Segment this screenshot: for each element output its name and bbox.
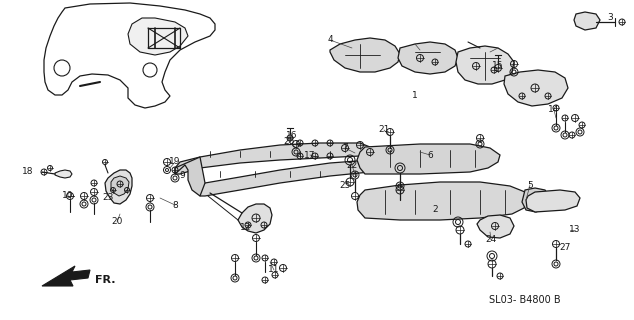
Polygon shape [456,46,514,84]
Text: 26: 26 [283,138,295,147]
Polygon shape [238,204,272,233]
Text: SL03- B4800 B: SL03- B4800 B [489,295,561,305]
Polygon shape [574,12,600,30]
Text: 10: 10 [62,191,74,201]
Text: 3: 3 [607,13,613,22]
Text: FR.: FR. [94,275,115,285]
Text: 4: 4 [327,36,333,44]
Polygon shape [330,38,400,72]
Polygon shape [175,157,205,196]
Text: 19: 19 [169,157,181,166]
Polygon shape [175,143,370,174]
Text: 11: 11 [268,266,280,275]
Text: 16: 16 [286,132,298,140]
Text: 13: 13 [569,226,581,235]
Text: 25: 25 [339,180,351,189]
Text: 5: 5 [527,180,533,189]
Polygon shape [111,176,129,196]
Text: 1: 1 [412,91,418,100]
Text: 8: 8 [172,201,178,210]
Text: 2: 2 [432,205,438,214]
Polygon shape [477,215,514,238]
Polygon shape [200,160,385,196]
Text: 20: 20 [112,218,123,227]
Text: 24: 24 [486,236,496,244]
Text: 22: 22 [346,161,358,170]
Polygon shape [504,70,568,106]
Text: 15: 15 [492,60,504,69]
Polygon shape [128,18,188,55]
Text: 23: 23 [102,193,113,202]
Text: 17: 17 [304,150,316,159]
Polygon shape [526,190,580,212]
Polygon shape [105,170,132,204]
Polygon shape [357,144,500,174]
Text: 12: 12 [240,223,252,233]
Text: 18: 18 [22,167,34,177]
Text: 9: 9 [179,172,185,180]
Text: 21: 21 [378,125,390,134]
Polygon shape [44,3,215,108]
Text: 27: 27 [559,244,571,252]
Text: 6: 6 [427,150,433,159]
Polygon shape [522,188,550,212]
Polygon shape [55,170,72,178]
Polygon shape [398,42,458,74]
Text: 14: 14 [548,106,560,115]
Polygon shape [357,182,528,220]
Text: 7: 7 [342,143,348,153]
Polygon shape [42,266,90,286]
